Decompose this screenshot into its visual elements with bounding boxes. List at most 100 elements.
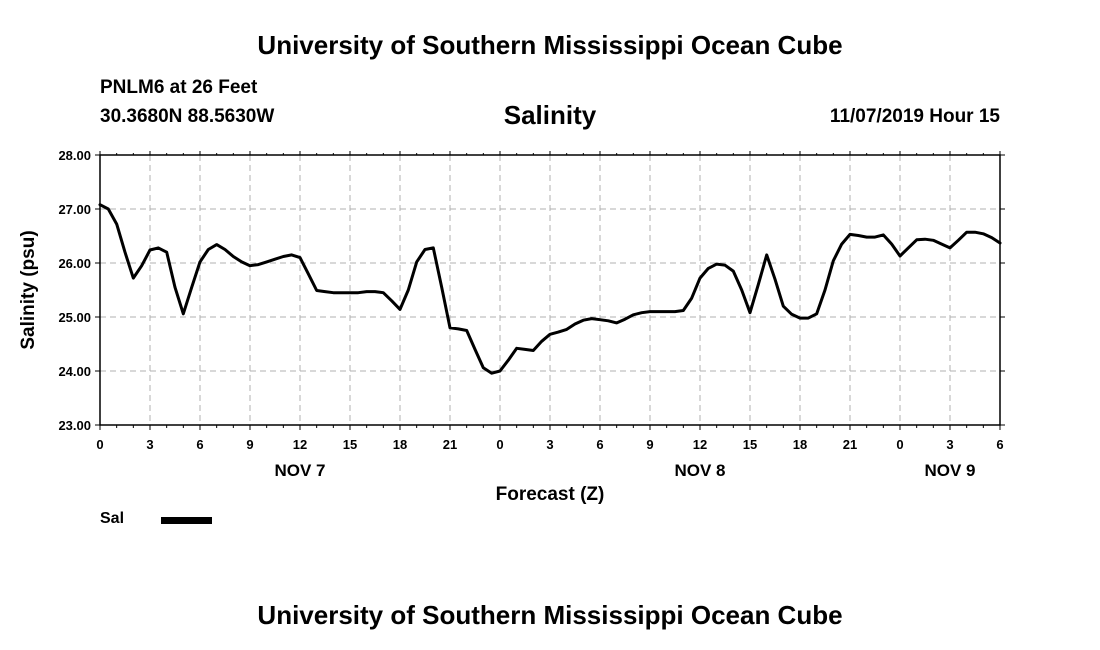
data-point: [707, 267, 710, 270]
data-point: [449, 327, 451, 329]
chart-title: Salinity: [503, 100, 597, 130]
x-tick-label: 0: [96, 437, 103, 452]
data-point: [549, 333, 551, 336]
data-point: [374, 290, 376, 293]
data-point: [632, 314, 635, 316]
data-point: [182, 312, 185, 315]
y-tick-label: 23.00: [58, 418, 91, 433]
data-point: [249, 264, 251, 267]
data-point: [232, 255, 235, 258]
data-point: [282, 255, 285, 258]
x-tick-label: 0: [496, 437, 503, 452]
data-point: [315, 289, 318, 292]
data-point: [499, 370, 501, 372]
data-point: [407, 289, 410, 291]
data-point: [307, 273, 310, 275]
data-point: [857, 234, 860, 237]
x-tick-label: 21: [443, 437, 457, 452]
data-point: [490, 372, 493, 374]
data-point: [890, 243, 893, 245]
data-point: [540, 340, 543, 343]
data-point: [924, 238, 926, 241]
x-tick-label: 15: [343, 437, 357, 452]
data-point: [265, 261, 268, 263]
main-title: University of Southern Mississippi Ocean…: [257, 30, 843, 60]
x-tick-label: 18: [793, 437, 807, 452]
y-tick-label: 25.00: [58, 310, 91, 325]
data-point: [957, 239, 960, 242]
data-point: [599, 318, 601, 321]
data-point: [349, 291, 351, 294]
data-point: [299, 256, 301, 259]
x-tick-label: 3: [946, 437, 953, 452]
data-point: [915, 238, 918, 241]
data-point: [274, 258, 276, 261]
data-point: [415, 261, 418, 263]
data-point: [149, 249, 151, 251]
y-axis-label: Salinity (psu): [18, 230, 39, 349]
data-point: [482, 366, 485, 369]
legend-label: Sal: [100, 510, 125, 527]
y-tick-label: 24.00: [58, 364, 91, 379]
data-point: [865, 236, 868, 238]
data-point: [432, 247, 435, 249]
x-tick-label: 6: [196, 437, 203, 452]
data-point: [107, 208, 110, 210]
x-tick-label: 3: [546, 437, 553, 452]
data-point: [932, 239, 935, 242]
data-point: [832, 260, 835, 262]
data-point: [424, 248, 426, 251]
data-point: [732, 270, 735, 272]
data-point: [457, 328, 460, 330]
data-point: [357, 291, 360, 294]
data-point: [157, 247, 160, 249]
x-axis-label: Forecast (Z): [496, 484, 605, 505]
data-point: [874, 236, 876, 238]
data-point: [907, 247, 910, 249]
data-point: [624, 318, 626, 320]
data-point: [140, 264, 143, 267]
data-point: [999, 242, 1001, 244]
x-tick-label: 6: [596, 437, 603, 452]
data-point: [382, 291, 385, 294]
data-point: [657, 310, 660, 313]
data-point: [749, 311, 751, 314]
data-point: [790, 313, 793, 316]
data-point: [115, 223, 118, 225]
x-tick-label: 9: [646, 437, 653, 452]
x-tick-label: 6: [996, 437, 1003, 452]
forecast-datetime: 11/07/2019 Hour 15: [829, 106, 1000, 127]
data-point: [982, 233, 985, 235]
x-tick-label: 0: [896, 437, 903, 452]
x-tick-label: 9: [246, 437, 253, 452]
plot-frame: [99, 154, 1001, 426]
data-point: [849, 233, 851, 236]
data-point: [815, 312, 818, 315]
data-point: [949, 247, 951, 249]
day-label: NOV 9: [924, 461, 975, 480]
data-point: [199, 261, 201, 263]
data-point: [474, 348, 476, 351]
y-tick-label: 27.00: [58, 202, 91, 217]
data-point: [674, 310, 676, 313]
data-point: [649, 310, 651, 313]
x-tick-label: 12: [293, 437, 307, 452]
x-tick-label: 18: [393, 437, 407, 452]
data-point: [99, 203, 101, 206]
data-point: [990, 236, 993, 239]
x-tick-label: 3: [146, 437, 153, 452]
data-point: [782, 305, 785, 308]
data-point: [557, 331, 560, 333]
day-label: NOV 8: [674, 461, 725, 480]
data-point: [532, 349, 535, 352]
data-point: [607, 319, 610, 322]
data-point: [290, 254, 293, 256]
data-point: [824, 289, 826, 291]
data-point: [582, 319, 585, 322]
data-point: [174, 286, 176, 289]
data-point: [340, 291, 343, 294]
data-point: [774, 278, 776, 281]
data-point: [565, 328, 568, 331]
data-point: [574, 323, 576, 325]
data-point: [365, 290, 368, 293]
